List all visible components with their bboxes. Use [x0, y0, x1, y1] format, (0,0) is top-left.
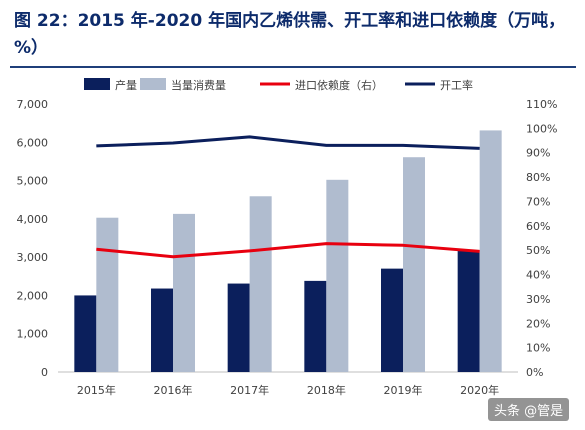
- lines: [96, 135, 480, 259]
- y-right-tick-label: 20%: [526, 317, 550, 330]
- bar: [96, 217, 119, 372]
- bar: [304, 280, 327, 372]
- y-left-tick-label: 3,000: [17, 251, 49, 264]
- chart-title: 图 22：2015 年-2020 年国内乙烯供需、开工率和进口依赖度（万吨，%）: [14, 11, 566, 58]
- title-divider: [10, 66, 576, 68]
- y-right-tick-label: 80%: [526, 171, 550, 184]
- y-left-tick-label: 0: [41, 366, 48, 379]
- watermark: 头条 @管是: [488, 398, 570, 421]
- y-right-tick-label: 100%: [526, 122, 557, 135]
- bar: [479, 130, 502, 372]
- y-right-tick-label: 110%: [526, 98, 557, 111]
- y-right-tick-label: 40%: [526, 269, 550, 282]
- y-left-tick-label: 4,000: [17, 213, 49, 226]
- bar: [457, 251, 480, 372]
- bar: [74, 295, 97, 372]
- bar: [173, 213, 195, 372]
- legend-label: 当量消费量: [171, 78, 226, 92]
- y-right-tick-label: 50%: [526, 244, 550, 257]
- x-tick-label: 2020年: [460, 383, 499, 397]
- axes: 0 1,000 2,000 3,000 4,000 5,000 6,000 7,000 0% 10…: [17, 98, 558, 397]
- x-tick-label: 2015年: [77, 383, 116, 397]
- x-tick-label: 2016年: [154, 383, 193, 397]
- bars: [74, 130, 502, 372]
- series-line: [96, 135, 480, 150]
- series-line: [96, 242, 480, 259]
- legend: 产量 当量消费量 进口依赖度（右） 开工率: [84, 78, 473, 92]
- y-left-tick-label: 1,000: [17, 328, 49, 341]
- x-tick-label: 2019年: [384, 383, 423, 397]
- y-right-tick-label: 10%: [526, 342, 550, 355]
- y-left-tick-label: 2,000: [17, 289, 49, 302]
- legend-label: 开工率: [440, 78, 473, 92]
- y-left-tick-label: 7,000: [17, 98, 49, 111]
- y-left-tick-label: 6,000: [17, 136, 49, 149]
- legend-label: 进口依赖度（右）: [295, 78, 383, 92]
- y-right-tick-label: 0%: [526, 366, 543, 379]
- bar: [381, 268, 403, 372]
- x-tick-label: 2018年: [307, 383, 346, 397]
- x-tick-label: 2017年: [230, 383, 269, 397]
- legend-label: 产量: [115, 78, 137, 92]
- y-right-tick-label: 30%: [526, 293, 550, 306]
- bar: [249, 196, 272, 372]
- y-left-tick-label: 5,000: [17, 175, 49, 188]
- bar: [227, 283, 250, 372]
- y-right-tick-label: 90%: [526, 147, 550, 160]
- legend-swatch: [84, 78, 110, 90]
- y-right-tick-label: 70%: [526, 195, 550, 208]
- bar: [403, 157, 425, 372]
- bar: [326, 179, 349, 372]
- legend-swatch: [140, 78, 166, 90]
- chart: 0 1,000 2,000 3,000 4,000 5,000 6,000 7,000 0% 10…: [17, 78, 558, 397]
- bar: [151, 288, 173, 372]
- y-right-tick-label: 60%: [526, 220, 550, 233]
